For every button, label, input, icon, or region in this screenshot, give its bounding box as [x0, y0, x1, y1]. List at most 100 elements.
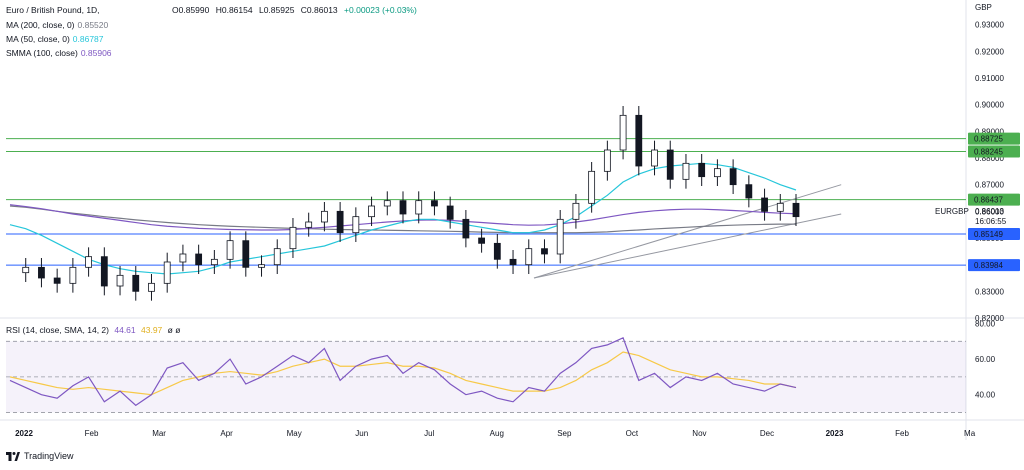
level-price-tag [968, 259, 1020, 272]
legend-ma200[interactable]: MA (200, close, 0) 0.85520 [6, 20, 108, 30]
trendline[interactable] [533, 184, 842, 279]
time-tick-label: Dec [760, 429, 774, 438]
level-price-tag [968, 145, 1020, 158]
price-tick-label: 0.88000 [975, 154, 1004, 163]
time-tick-label: Apr [220, 429, 233, 438]
tradingview-logo-icon [6, 451, 20, 461]
candle-body [541, 248, 548, 255]
candle-body [619, 114, 627, 151]
candle-body [305, 221, 313, 228]
candle-body [415, 200, 423, 215]
candle-body [116, 274, 124, 287]
symbol-title[interactable]: Euro / British Pound, 1D, [6, 5, 100, 15]
candle-body [289, 226, 297, 250]
rsi-line [9, 336, 797, 407]
candle-body [572, 202, 580, 220]
candle-body [226, 240, 234, 260]
candle-body [478, 237, 486, 244]
candle-body [651, 149, 658, 167]
ohlc-readout: O0.85990 H0.86154 L0.85925 C0.86013 +0.0… [172, 5, 421, 15]
candle-body [195, 253, 203, 266]
candle-body [745, 184, 753, 199]
price-tick-label: 0.83000 [975, 287, 1004, 296]
rsi-tick-label: 40.00 [975, 391, 996, 400]
time-tick-label: 2023 [826, 429, 844, 438]
time-tick-label: Jul [424, 429, 434, 438]
candle-body [493, 242, 501, 260]
candle-body [273, 248, 281, 266]
legend-ma50-label: MA (50, close, 0) [6, 34, 70, 44]
candle-body [132, 274, 140, 292]
legend-ma200-label: MA (200, close, 0) [6, 20, 75, 30]
time-tick-label: Ma [964, 429, 976, 438]
candle-body [148, 282, 155, 292]
legend-smma100-label: SMMA (100, close) [6, 48, 78, 58]
legend-smma100[interactable]: SMMA (100, close) 0.85906 [6, 48, 112, 58]
price-tick-label: 0.92000 [975, 47, 1004, 56]
currency-label: GBP [975, 3, 992, 12]
level-price-label: 0.88245 [974, 147, 1003, 156]
candle-body [603, 149, 611, 172]
time-tick-label: 2022 [15, 429, 33, 438]
level-price-label: 0.85149 [974, 230, 1003, 239]
legend-ma50-value: 0.86787 [72, 34, 104, 44]
time-tick-label: Feb [895, 429, 909, 438]
level-price-tag [968, 132, 1020, 145]
candle-body [210, 258, 218, 266]
time-tick-label: Feb [85, 429, 99, 438]
candle-body [714, 168, 721, 178]
candle-body [556, 218, 564, 255]
high-value: H0.86154 [215, 5, 253, 15]
candle-body [666, 149, 674, 180]
candle-body [446, 205, 454, 220]
candle-body [258, 264, 265, 268]
candle-body [383, 200, 391, 207]
candle-body [776, 202, 784, 212]
candle-body [509, 258, 517, 266]
price-tick-label: 0.90000 [975, 101, 1004, 110]
rsi-legend-label: RSI (14, close, SMA, 14, 2) [6, 325, 109, 335]
price-tick-label: 0.87000 [975, 181, 1004, 190]
time-tick-label: Oct [626, 429, 639, 438]
ma200-line [9, 205, 796, 234]
current-price-label: 0.86013 [975, 207, 1004, 216]
level-price-label: 0.88725 [974, 135, 1003, 144]
rsi-legend[interactable]: RSI (14, close, SMA, 14, 2) 44.61 43.97 … [6, 325, 180, 335]
tradingview-brand: TradingView [24, 451, 74, 461]
symbol-tag: EURGBP [935, 207, 969, 216]
legend-ma50[interactable]: MA (50, close, 0) 0.86787 [6, 34, 104, 44]
candle-body [53, 277, 61, 284]
countdown-label: 16:06:55 [975, 217, 1007, 226]
candle-body [635, 114, 643, 167]
candle-body [100, 256, 108, 287]
candle-body [352, 216, 360, 234]
candle-body [399, 200, 407, 215]
change-value: +0.00023 (+0.03%) [344, 5, 417, 15]
price-tick-label: 0.91000 [975, 74, 1004, 83]
legend-ma200-value: 0.85520 [77, 20, 109, 30]
candle-body [729, 168, 737, 186]
level-price-tag [968, 193, 1020, 206]
rsi-tick-label: 60.00 [975, 355, 996, 364]
price-tick-label: 0.82000 [975, 314, 1004, 323]
price-tick-label: 0.93000 [975, 21, 1004, 30]
time-tick-label: Sep [557, 429, 572, 438]
candle-body [525, 248, 533, 266]
candle-body [462, 218, 470, 239]
open-value: O0.85990 [172, 5, 210, 15]
low-value: L0.85925 [258, 5, 295, 15]
price-tick-label: 0.89000 [975, 127, 1004, 136]
rsi-signal-line [9, 351, 797, 396]
rsi-tick-label: 80.00 [975, 320, 996, 329]
time-tick-label: May [287, 429, 302, 438]
candle-body [368, 205, 375, 218]
candle-body [682, 162, 690, 180]
level-price-label: 0.86437 [974, 196, 1003, 205]
tradingview-footer[interactable]: TradingView [6, 451, 74, 461]
time-tick-label: Mar [152, 429, 166, 438]
price-tick-label: 0.86000 [975, 207, 1004, 216]
rsi-signal-value: 43.97 [141, 325, 163, 335]
candle-body [336, 210, 344, 234]
level-price-tag [968, 228, 1020, 241]
